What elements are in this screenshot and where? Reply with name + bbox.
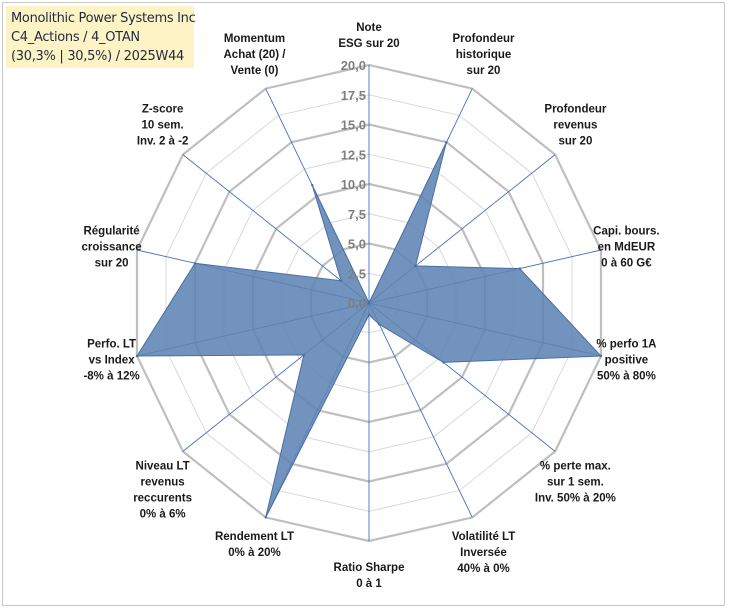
axis-label-line: revenus: [141, 476, 185, 488]
axis-label-line: Profondeur: [544, 104, 606, 116]
axis-label-line: 0% à 20%: [228, 547, 280, 559]
axis-label-line: Inv. 50% à 20%: [535, 492, 616, 504]
axis-label-line: 50% à 80%: [597, 371, 656, 383]
axis-label-8: Rendement LT 0% à 20%: [215, 531, 294, 559]
data-point-7: [367, 313, 371, 317]
data-point-9: [302, 353, 306, 357]
tick-label: 0,0: [348, 296, 366, 311]
data-point-3: [518, 267, 521, 270]
axis-label-line: Z-score: [142, 104, 184, 116]
data-point-4: [599, 354, 603, 358]
chart-title-portfolio: C4_Actions / 4_OTAN: [11, 30, 140, 45]
chart-title-box: Monolithic Power Systems Inc C4_Actions …: [6, 6, 196, 68]
axis-label-13: Momentum Achat (20) / Vente (0): [224, 33, 287, 77]
tick-label: 2,5: [348, 266, 366, 281]
axis-label-line: sur 20: [467, 65, 501, 77]
axis-label-line: 10 sem.: [141, 120, 183, 132]
axis-label-line: historique: [456, 49, 512, 61]
data-point-5: [442, 361, 445, 364]
axis-label-line: 40% à 0%: [457, 563, 509, 575]
axis-label-1: Profondeur historique sur 20: [453, 33, 515, 77]
axis-label-4: % perfo 1A positive 50% à 80%: [596, 339, 656, 383]
axis-label-0: Note ESG sur 20: [338, 22, 399, 50]
axis-label-line: Capi. bours.: [593, 226, 659, 238]
radial-tick-labels: 0,0 2,5 5,0 7,5 10,0 12,5 15,0 17,5 20,0: [341, 58, 366, 311]
axis-label-line: Volatilité LT: [452, 531, 515, 543]
axis-label-line: Profondeur: [453, 33, 515, 45]
axis-label-6: Volatilité LT Inversée 40% à 0%: [452, 531, 515, 575]
data-point-2: [414, 264, 417, 268]
axis-label-12: Z-score 10 sem. Inv. 2 à -2: [137, 104, 189, 148]
axis-label-line: sur 20: [558, 136, 592, 148]
tick-label: 15,0: [341, 118, 366, 133]
axis-label-11: Régularité croissance sur 20: [82, 226, 142, 270]
axis-label-line: ESG sur 20: [338, 38, 399, 50]
axis-label-line: -8% à 12%: [83, 371, 139, 383]
axis-label-line: sur 20: [95, 258, 129, 270]
axis-label-line: 0 à 1: [356, 578, 382, 590]
axis-label-line: 0 à 60 G€: [601, 258, 652, 270]
axis-label-line: sur 1 sem.: [547, 476, 604, 488]
axis-label-line: Perfo. LT: [87, 339, 136, 351]
tick-label: 12,5: [341, 147, 366, 162]
axis-label-line: croissance: [82, 242, 142, 254]
tick-label: 10,0: [341, 177, 366, 192]
radar-series: [135, 141, 603, 519]
data-point-12: [339, 279, 343, 282]
data-point-11: [193, 262, 197, 265]
tick-label: 5,0: [348, 237, 366, 252]
spoke-12: [182, 154, 370, 304]
axis-label-line: reccurents: [133, 492, 192, 504]
axis-label-line: Inversée: [460, 547, 507, 559]
spoke-6: [368, 302, 473, 518]
axis-label-line: % perte max.: [540, 460, 611, 472]
data-point-8: [264, 516, 267, 519]
axis-label-line: Rendement LT: [215, 531, 294, 543]
axis-label-7: Ratio Sharpe 0 à 1: [334, 562, 405, 590]
axis-label-line: Note: [356, 22, 382, 34]
tick-label: 17,5: [341, 88, 366, 103]
axis-label-line: revenus: [553, 120, 597, 132]
axis-label-line: Vente (0): [231, 65, 279, 77]
axis-label-line: Inv. 2 à -2: [137, 136, 189, 148]
axis-label-line: Momentum: [224, 33, 285, 45]
data-point-6: [378, 323, 381, 326]
axis-label-line: vs Index: [89, 355, 136, 367]
chart-title-company: Monolithic Power Systems Inc: [11, 11, 196, 26]
axis-label-5: % perte max. sur 1 sem. Inv. 50% à 20%: [535, 460, 616, 504]
tick-label: 7,5: [348, 207, 366, 222]
data-point-1: [445, 141, 448, 144]
axis-label-line: Régularité: [83, 226, 139, 238]
axis-label-line: positive: [605, 355, 648, 367]
data-point-0: [367, 301, 371, 305]
axis-label-line: en MdEUR: [598, 242, 656, 254]
axis-label-3: Capi. bours. en MdEUR 0 à 60 G€: [593, 226, 659, 270]
tick-label: 20,0: [341, 58, 366, 73]
axis-label-line: % perfo 1A: [596, 339, 656, 351]
axis-label-10: Perfo. LT vs Index -8% à 12%: [83, 339, 139, 383]
data-point-13: [311, 183, 314, 187]
axis-labels: Note ESG sur 20 Profondeur historique sur 20…: [82, 22, 660, 590]
axis-label-2: Profondeur revenus sur 20: [544, 104, 606, 148]
axis-label-line: Niveau LT: [136, 460, 190, 472]
axis-label-line: Achat (20) /: [224, 49, 287, 61]
chart-title-stats: (30,3% | 30,5%) / 2025W44: [11, 49, 185, 64]
axis-label-9: Niveau LT revenus reccurents 0% à 6%: [133, 460, 192, 520]
data-point-10: [135, 354, 139, 358]
axis-label-line: Ratio Sharpe: [334, 562, 405, 574]
axis-label-line: 0% à 6%: [140, 508, 186, 520]
